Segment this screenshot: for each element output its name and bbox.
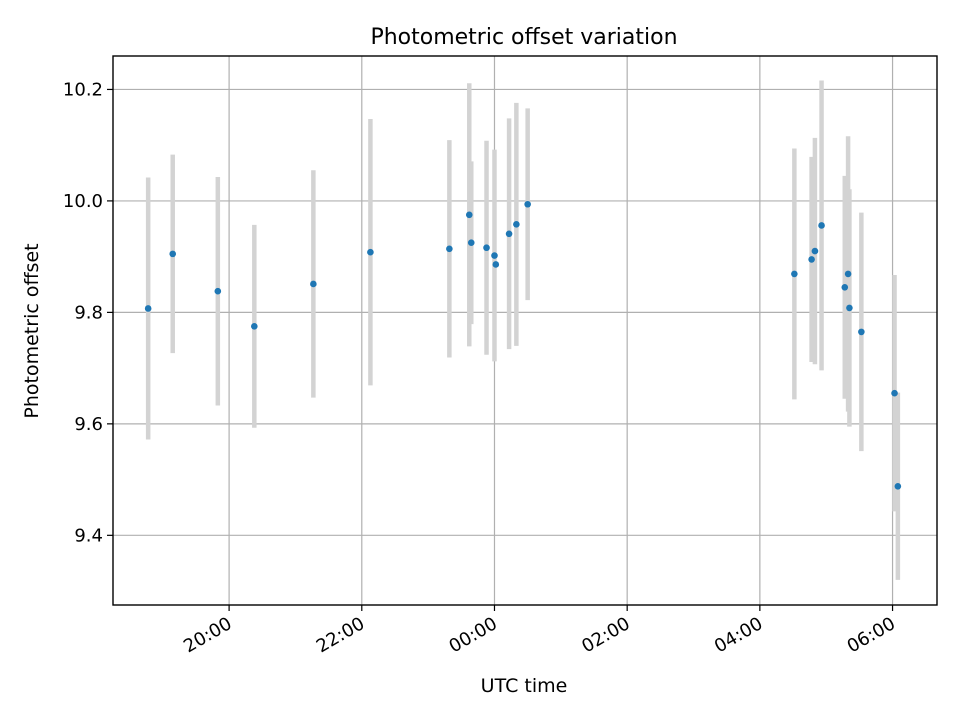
axes-frame	[112, 55, 938, 606]
x-tick-label: 02:00	[578, 613, 633, 657]
y-tick-label: 9.4	[74, 525, 103, 546]
data-point	[513, 221, 520, 228]
data-point	[841, 284, 849, 291]
y-tick-label: 9.6	[74, 414, 103, 435]
data-point	[818, 222, 825, 229]
data-point	[844, 270, 852, 278]
data-point	[894, 482, 902, 490]
y-tick-label: 9.8	[74, 302, 103, 323]
data-point	[491, 252, 498, 259]
data-point	[467, 239, 475, 247]
data-point	[214, 287, 222, 295]
data-point	[483, 244, 490, 252]
y-tick-label: 10.2	[63, 79, 103, 100]
data-point	[524, 200, 531, 208]
x-tick-label: 22:00	[313, 613, 368, 657]
data-point	[169, 250, 177, 258]
y-tick-label: 10.0	[63, 191, 103, 212]
x-tick-label: 00:00	[446, 613, 501, 657]
data-point	[465, 211, 473, 219]
data-point	[846, 304, 853, 312]
plot-area: 20:00 22:00 00:00 02:00 04:00 06:00 9.4 9.6 9.8 1…	[63, 55, 938, 657]
data-point	[891, 389, 898, 397]
data-point	[446, 245, 453, 253]
x-tick-label: 04:00	[711, 613, 766, 657]
data-point	[791, 270, 798, 278]
data-point	[144, 305, 152, 312]
x-tick-label: 20:00	[180, 613, 235, 657]
data-point	[492, 261, 500, 268]
data-point	[251, 323, 258, 330]
data-point	[367, 248, 374, 256]
y-axis-label: Photometric offset	[21, 243, 43, 418]
chart-title: Photometric offset variation	[370, 25, 677, 50]
data-point	[505, 230, 513, 238]
data-point	[858, 328, 865, 336]
x-axis-label: UTC time	[481, 675, 568, 697]
data-point	[811, 247, 819, 255]
data-point	[310, 280, 317, 288]
data-point	[808, 256, 815, 263]
x-tick-label: 06:00	[844, 613, 899, 657]
plot-background	[113, 56, 937, 605]
